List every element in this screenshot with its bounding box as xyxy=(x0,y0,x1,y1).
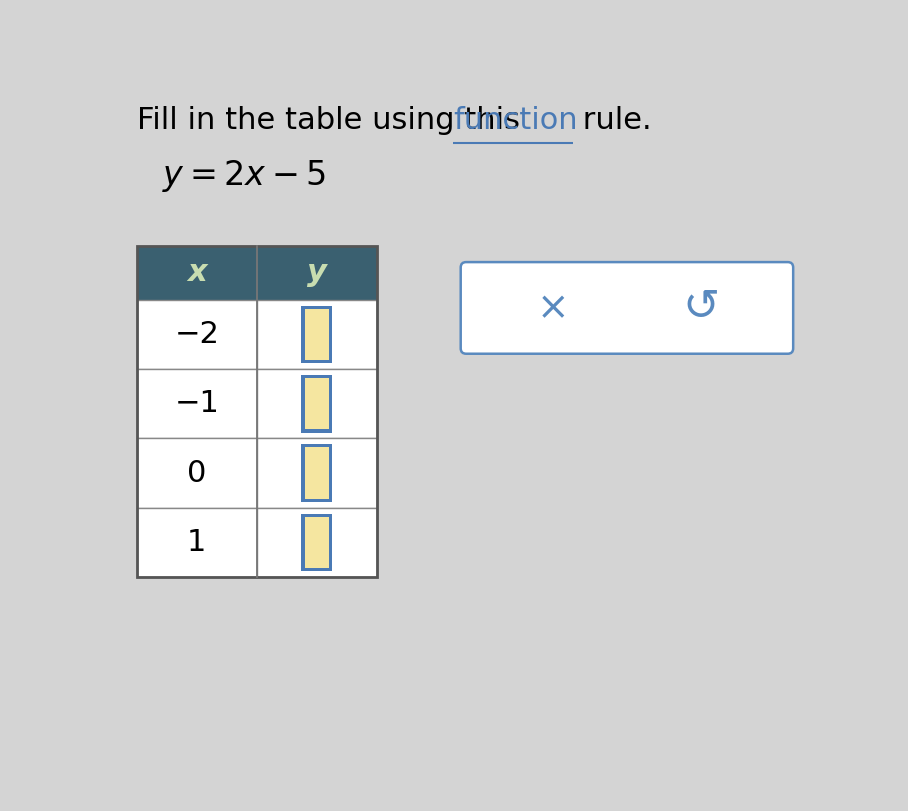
Bar xyxy=(304,309,330,360)
Bar xyxy=(137,369,257,439)
Text: 1: 1 xyxy=(187,528,206,557)
Bar xyxy=(137,300,257,369)
Text: −1: −1 xyxy=(174,389,219,418)
Text: ↺: ↺ xyxy=(682,286,719,329)
Bar xyxy=(137,439,257,508)
Text: ×: × xyxy=(537,289,569,327)
Text: −2: −2 xyxy=(174,320,219,349)
Bar xyxy=(304,448,330,499)
Bar xyxy=(301,444,332,502)
Bar xyxy=(137,246,377,300)
FancyBboxPatch shape xyxy=(460,262,794,354)
Text: Fill in the table using this: Fill in the table using this xyxy=(137,106,529,135)
Text: y: y xyxy=(307,259,327,287)
Text: function: function xyxy=(453,106,577,135)
Bar xyxy=(257,508,377,577)
Text: x: x xyxy=(187,259,207,287)
Text: $y = 2x - 5$: $y = 2x - 5$ xyxy=(162,158,325,195)
Bar xyxy=(304,378,330,429)
Bar xyxy=(301,375,332,432)
Text: rule.: rule. xyxy=(573,106,652,135)
Bar xyxy=(257,369,377,439)
Bar xyxy=(137,246,377,577)
Bar xyxy=(301,513,332,571)
Bar xyxy=(301,306,332,363)
Bar xyxy=(257,300,377,369)
Text: 0: 0 xyxy=(187,458,206,487)
Bar xyxy=(137,508,257,577)
Bar xyxy=(257,439,377,508)
Bar xyxy=(304,517,330,568)
